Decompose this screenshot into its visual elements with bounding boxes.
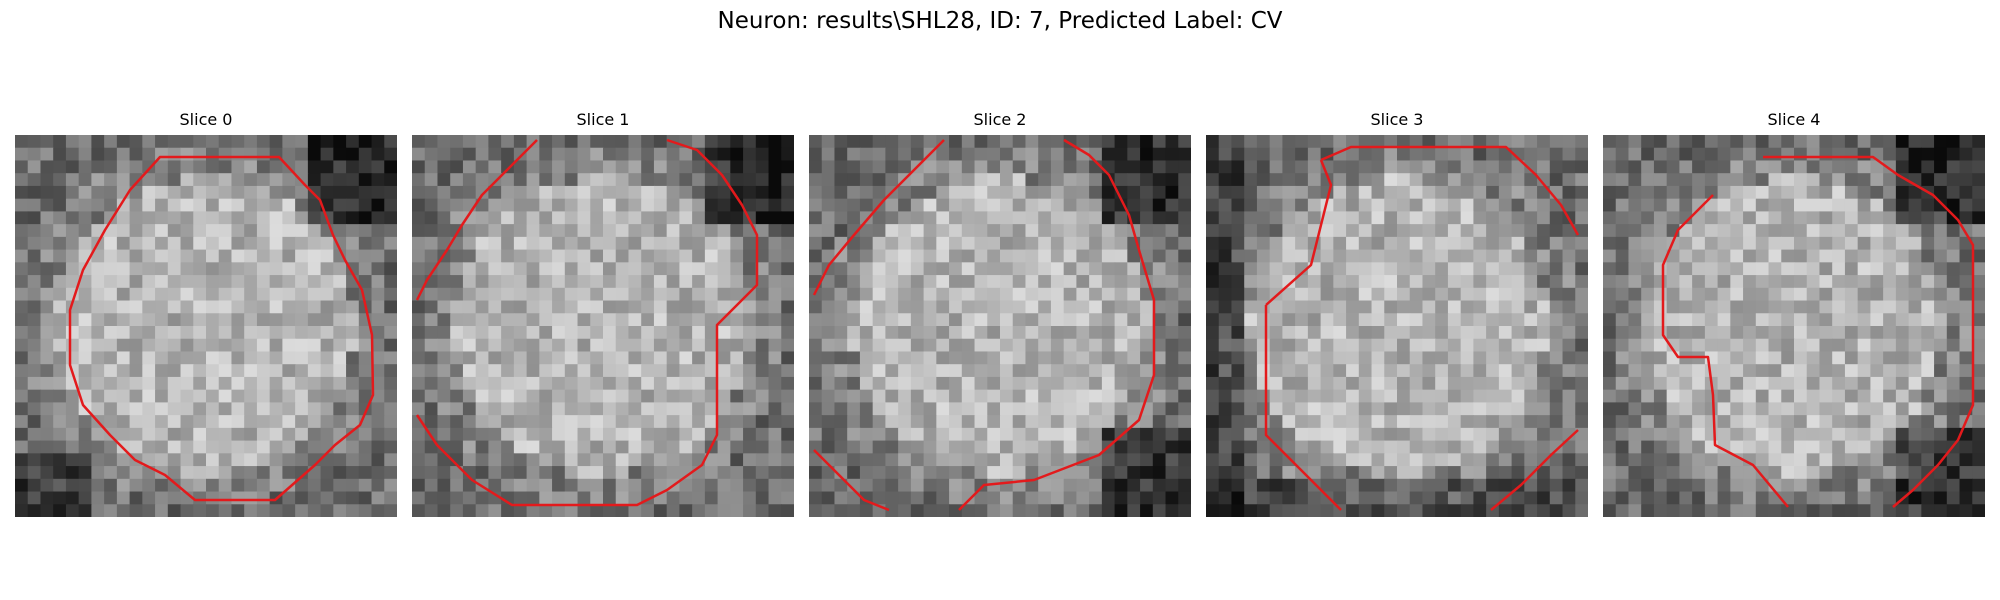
segmentation-contour xyxy=(415,138,759,507)
figure-title: Neuron: results\SHL28, ID: 7, Predicted … xyxy=(717,8,1283,34)
slice-title: Slice 2 xyxy=(973,110,1027,129)
segmentation-contour xyxy=(1661,155,1975,508)
slice-title: Slice 1 xyxy=(576,110,630,129)
slice-title: Slice 4 xyxy=(1767,110,1821,129)
slice-image xyxy=(1603,135,1985,517)
slice-image xyxy=(1206,135,1588,517)
slice-image xyxy=(809,135,1191,517)
slice-title: Slice 0 xyxy=(179,110,233,129)
segmentation-contour xyxy=(812,138,1156,512)
segmentation-contour xyxy=(68,155,375,502)
slice-image xyxy=(412,135,794,517)
slice-image xyxy=(15,135,397,517)
segmentation-contour xyxy=(1264,145,1580,511)
slice-title: Slice 3 xyxy=(1370,110,1424,129)
